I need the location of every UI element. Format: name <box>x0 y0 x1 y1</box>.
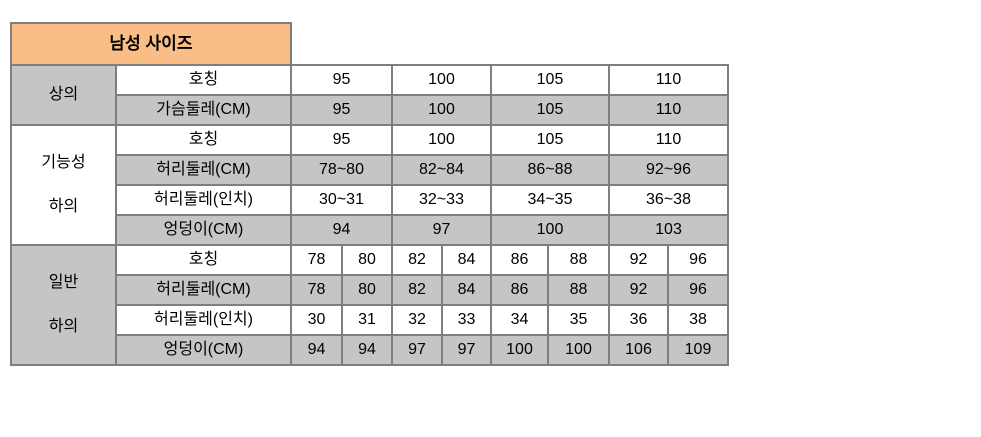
size-table: 남성 사이즈 상의 호칭 95 100 105 110 가슴둘레(CM) 95 … <box>10 22 729 366</box>
table-row: 기능성 하의 호칭 95 100 105 110 <box>10 124 729 246</box>
table-row: 허리둘레(인치) 30 31 32 33 34 35 36 38 <box>11 304 729 336</box>
size-cell: 97 <box>391 334 443 366</box>
size-cell: 94 <box>290 214 393 246</box>
section-label-tops: 상의 <box>10 64 117 126</box>
size-cell: 110 <box>608 124 729 156</box>
size-cell: 100 <box>391 94 492 126</box>
size-cell: 96 <box>667 244 729 276</box>
table-row: 허리둘레(CM) 78~80 82~84 86~88 92~96 <box>11 154 729 186</box>
size-cell: 92 <box>608 274 669 306</box>
size-cell: 82~84 <box>391 154 492 186</box>
size-chart: 남성 사이즈 상의 호칭 95 100 105 110 가슴둘레(CM) 95 … <box>10 22 729 366</box>
size-cell: 34~35 <box>490 184 610 216</box>
row-header: 호칭 <box>115 64 292 96</box>
size-cell: 95 <box>290 124 393 156</box>
section-label-text: 상의 <box>48 86 79 104</box>
size-cell: 95 <box>290 64 393 96</box>
size-cell: 105 <box>490 64 610 96</box>
table-row: 상의 호칭 95 100 105 110 <box>10 64 729 126</box>
row-header: 허리둘레(인치) <box>115 304 292 336</box>
row-header: 허리둘레(CM) <box>115 274 292 306</box>
size-cell: 86 <box>490 274 549 306</box>
size-cell: 84 <box>441 244 492 276</box>
size-cell: 110 <box>608 64 729 96</box>
table-row: 일반 하의 호칭 78 80 82 84 86 88 92 96 <box>10 244 729 366</box>
size-cell: 92 <box>608 244 669 276</box>
size-cell: 80 <box>341 274 393 306</box>
size-cell: 103 <box>608 214 729 246</box>
row-header: 허리둘레(인치) <box>115 184 292 216</box>
title-row-spacer <box>291 23 728 65</box>
table-row: 엉덩이(CM) 94 97 100 103 <box>11 214 729 246</box>
size-cell: 95 <box>290 94 393 126</box>
size-cell: 105 <box>490 94 610 126</box>
size-cell: 97 <box>391 214 492 246</box>
size-cell: 33 <box>441 304 492 336</box>
size-cell: 80 <box>341 244 393 276</box>
size-cell: 36 <box>608 304 669 336</box>
size-cell: 94 <box>341 334 393 366</box>
size-cell: 30~31 <box>290 184 393 216</box>
row-header: 가슴둘레(CM) <box>115 94 292 126</box>
section-label-text: 하의 <box>48 198 79 215</box>
size-cell: 88 <box>547 274 610 306</box>
size-cell: 105 <box>490 124 610 156</box>
size-cell: 109 <box>667 334 729 366</box>
size-cell: 86 <box>490 244 549 276</box>
size-cell: 110 <box>608 94 729 126</box>
title-row: 남성 사이즈 <box>10 22 728 66</box>
size-cell: 35 <box>547 304 610 336</box>
size-cell: 32 <box>391 304 443 336</box>
table-row: 엉덩이(CM) 94 94 97 97 100 100 106 109 <box>11 334 729 366</box>
table-row: 허리둘레(CM) 78 80 82 84 86 88 92 96 <box>11 274 729 306</box>
size-cell: 106 <box>608 334 669 366</box>
size-cell: 78 <box>290 274 343 306</box>
size-cell: 82 <box>391 274 443 306</box>
size-cell: 34 <box>490 304 549 336</box>
size-cell: 88 <box>547 244 610 276</box>
size-cell: 31 <box>341 304 393 336</box>
table-title: 남성 사이즈 <box>10 22 292 66</box>
row-header: 허리둘레(CM) <box>115 154 292 186</box>
section-label-text: 기능성 <box>41 154 86 172</box>
table-row: 허리둘레(인치) 30~31 32~33 34~35 36~38 <box>11 184 729 216</box>
size-cell: 100 <box>391 64 492 96</box>
table-row: 가슴둘레(CM) 95 100 105 110 <box>11 94 729 126</box>
size-cell: 92~96 <box>608 154 729 186</box>
size-cell: 86~88 <box>490 154 610 186</box>
row-header: 엉덩이(CM) <box>115 334 292 366</box>
section-label-regular-bottoms: 일반 하의 <box>10 244 117 366</box>
size-cell: 100 <box>391 124 492 156</box>
section-label-functional-bottoms: 기능성 하의 <box>10 124 117 246</box>
size-cell: 94 <box>290 334 343 366</box>
size-cell: 78~80 <box>290 154 393 186</box>
size-cell: 38 <box>667 304 729 336</box>
size-cell: 100 <box>547 334 610 366</box>
row-header: 엉덩이(CM) <box>115 214 292 246</box>
section-label-text: 하의 <box>48 318 79 335</box>
size-cell: 100 <box>490 334 549 366</box>
row-header: 호칭 <box>115 244 292 276</box>
row-header: 호칭 <box>115 124 292 156</box>
size-cell: 32~33 <box>391 184 492 216</box>
size-cell: 36~38 <box>608 184 729 216</box>
size-cell: 84 <box>441 274 492 306</box>
size-cell: 30 <box>290 304 343 336</box>
size-cell: 78 <box>290 244 343 276</box>
size-cell: 100 <box>490 214 610 246</box>
size-cell: 96 <box>667 274 729 306</box>
size-cell: 97 <box>441 334 492 366</box>
section-label-text: 일반 <box>48 274 79 292</box>
size-cell: 82 <box>391 244 443 276</box>
